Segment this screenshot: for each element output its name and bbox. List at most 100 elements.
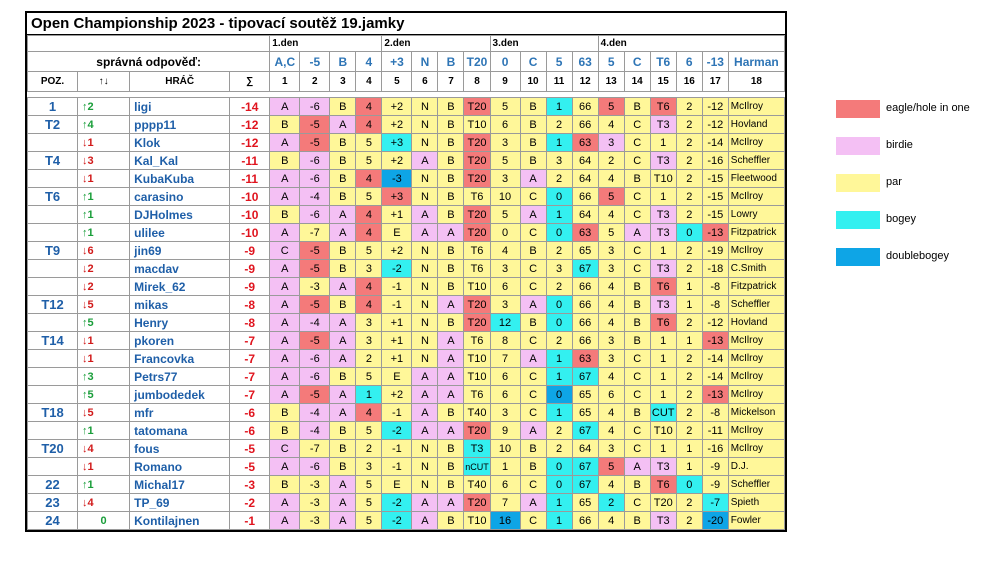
pick-cell: A [269, 349, 301, 368]
header-question-number: 18 [727, 71, 786, 92]
pick-cell: B [437, 133, 465, 152]
player-name: pppp11 [129, 115, 231, 134]
pick-cell: Mickelson [727, 403, 786, 422]
pick-cell: 2 [675, 421, 703, 440]
pick-cell: 0 [545, 187, 573, 206]
pick-cell: 2 [545, 241, 573, 260]
position-cell [26, 277, 79, 296]
correct-answer-cell: C [519, 51, 547, 72]
score-sum: -10 [229, 205, 271, 224]
page-title: Open Championship 2023 - tipovací soutěž… [27, 13, 785, 35]
pick-cell: T20 [463, 223, 491, 242]
pick-cell: B [329, 187, 357, 206]
pick-cell: Hovland [727, 313, 786, 332]
pick-cell: 3 [597, 259, 625, 278]
score-sum: -12 [229, 133, 271, 152]
pick-cell: B [329, 259, 357, 278]
movement-cell: ↑1 [77, 205, 131, 224]
pick-cell: T6 [463, 385, 491, 404]
day-3-header: 3.den [489, 35, 599, 52]
pick-cell: B [437, 277, 465, 296]
pick-cell: B [437, 97, 465, 116]
pick-cell: 16 [489, 511, 521, 530]
pick-cell: A [623, 457, 651, 476]
pick-cell: 1 [649, 133, 677, 152]
pick-cell: C [623, 349, 651, 368]
legend-item: eagle/hole in one [836, 100, 1000, 120]
pick-cell: 6 [489, 385, 521, 404]
table-row: ↑3 Petrs77 -7 A -6 B 5 E A A T10 6 C 1 67 4 C 1 2 -14 McIlro… [26, 367, 786, 386]
pick-cell: 2 [675, 115, 703, 134]
pick-cell: 67 [571, 421, 599, 440]
pick-cell: A [623, 223, 651, 242]
score-sum: -5 [229, 439, 271, 458]
pick-cell: 7 [489, 493, 521, 512]
table-row: T2 ↑4 pppp11 -12 B -5 A 4 +2 N B T10 6 B 2 66 4 C T3 2 -12 Ho… [26, 115, 786, 134]
table-row: 24 0 Kontilajnen -1 A -3 A 5 -2 A B T10 16 C 1 66 4 B T3 2-… [26, 511, 786, 530]
pick-cell: A [411, 421, 439, 440]
pick-cell: -15 [701, 205, 729, 224]
pick-cell: 66 [571, 97, 599, 116]
pick-cell: C [519, 259, 547, 278]
pick-cell: +1 [381, 313, 413, 332]
player-name: macdav [129, 259, 231, 278]
pick-cell: N [411, 457, 439, 476]
pick-cell: -3 [299, 493, 331, 512]
pick-cell: N [411, 331, 439, 350]
position-cell [26, 133, 79, 152]
header-question-number: 10 [519, 71, 547, 92]
pick-cell: 67 [571, 259, 599, 278]
pick-cell: 5 [355, 421, 383, 440]
pick-cell: CUT [649, 403, 677, 422]
pick-cell: A [519, 349, 547, 368]
pick-cell: N [411, 295, 439, 314]
position-cell [26, 205, 79, 224]
movement-cell: 0 [77, 511, 131, 530]
position-cell: T2 [26, 115, 79, 134]
pick-cell: A [329, 511, 357, 530]
pick-cell: 5 [597, 457, 625, 476]
pick-cell: C [269, 241, 301, 260]
pick-cell: T10 [463, 277, 491, 296]
header-question-number: 5 [381, 71, 413, 92]
score-sum: -8 [229, 313, 271, 332]
pick-cell: A [411, 367, 439, 386]
pick-cell: T20 [463, 169, 491, 188]
pick-cell: 1 [649, 187, 677, 206]
header-question-number: 8 [463, 71, 491, 92]
pick-cell: 5 [355, 367, 383, 386]
pick-cell: 10 [489, 187, 521, 206]
header-question-number: 13 [597, 71, 625, 92]
position-cell: 24 [26, 511, 79, 530]
movement-cell: ↓2 [77, 277, 131, 296]
pick-cell: 65 [571, 403, 599, 422]
correct-answer-cell: 6 [675, 51, 703, 72]
position-cell [26, 385, 79, 404]
table-row: ↑1 tatomana -6 B -4 B 5 -2 A A T20 9 A 2 67 4 C T10 2 -11 Mc… [26, 421, 786, 440]
pick-cell: B [329, 133, 357, 152]
pick-cell: 0 [545, 385, 573, 404]
pick-cell: 67 [571, 475, 599, 494]
pick-cell: N [411, 277, 439, 296]
pick-cell: T6 [463, 259, 491, 278]
pick-cell: -16 [701, 151, 729, 170]
pick-cell: A [519, 295, 547, 314]
pick-cell: 66 [571, 277, 599, 296]
player-name: Francovka [129, 349, 231, 368]
score-sum: -8 [229, 295, 271, 314]
pick-cell: 2 [545, 331, 573, 350]
pick-cell: T20 [463, 133, 491, 152]
correct-answer-cell: 0 [489, 51, 521, 72]
pick-cell: A [437, 493, 465, 512]
pick-cell: B [623, 277, 651, 296]
pick-cell: B [437, 457, 465, 476]
pick-cell: B [437, 475, 465, 494]
pick-cell: C [519, 223, 547, 242]
pick-cell: 5 [597, 223, 625, 242]
movement-cell: ↓4 [77, 439, 131, 458]
pick-cell: C [519, 367, 547, 386]
pick-cell: B [623, 403, 651, 422]
pick-cell: B [437, 313, 465, 332]
movement-cell: ↓1 [77, 331, 131, 350]
day-row: 1.den 2.den 3.den 4.den [26, 35, 786, 52]
